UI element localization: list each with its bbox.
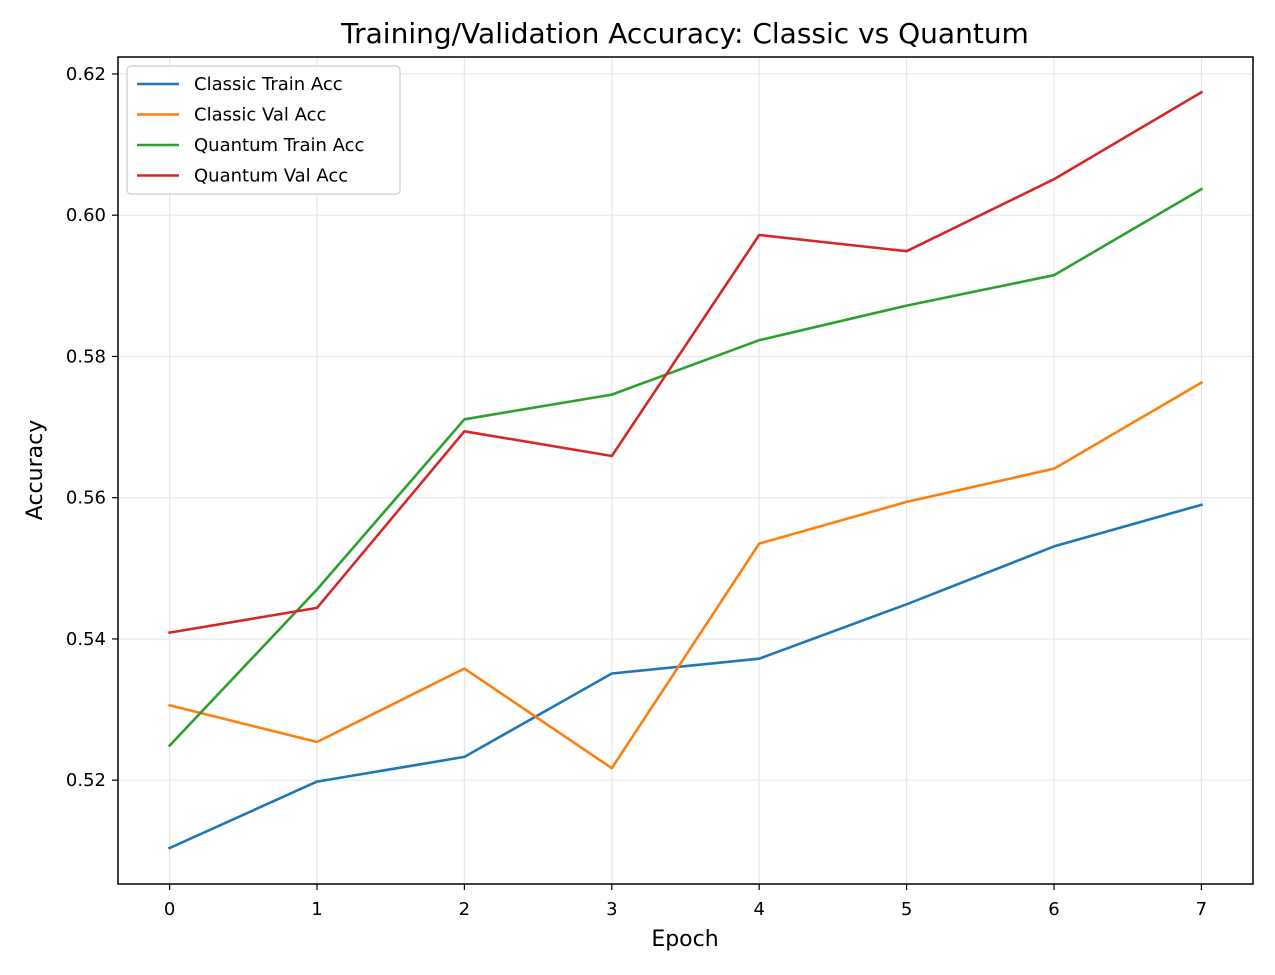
y-tick-label: 0.62 bbox=[66, 64, 106, 85]
x-tick-label: 1 bbox=[311, 899, 322, 920]
x-axis-ticks: 0 1 2 3 4 5 6 7 bbox=[164, 884, 1207, 920]
y-tick-label: 0.56 bbox=[66, 488, 106, 509]
y-tick-label: 0.52 bbox=[66, 770, 106, 791]
series-line-3 bbox=[168, 90, 1204, 635]
legend: Classic Train Acc Classic Val Acc Quantum … bbox=[126, 65, 401, 195]
plot-frame bbox=[117, 56, 1254, 885]
legend-entry: Quantum Train Acc bbox=[194, 135, 364, 156]
x-tick-label: 7 bbox=[1196, 899, 1207, 920]
legend-entry: Classic Val Acc bbox=[194, 105, 326, 126]
series-lines bbox=[167, 90, 1204, 850]
x-tick-label: 5 bbox=[901, 899, 912, 920]
y-tick-label: 0.58 bbox=[66, 346, 106, 367]
legend-box bbox=[126, 65, 401, 195]
y-axis-label: Accuracy bbox=[23, 420, 48, 520]
y-tick-label: 0.54 bbox=[66, 629, 106, 650]
y-tick-label: 0.60 bbox=[66, 205, 106, 226]
x-tick-label: 0 bbox=[164, 899, 175, 920]
legend-entry: Quantum Val Acc bbox=[194, 166, 348, 187]
x-axis-label: Epoch bbox=[651, 927, 718, 952]
series-line-1 bbox=[168, 380, 1204, 770]
x-tick-label: 2 bbox=[459, 899, 470, 920]
y-axis-ticks: 0.52 0.54 0.56 0.58 0.60 0.62 bbox=[66, 64, 118, 791]
legend-entry: Classic Train Acc bbox=[194, 74, 343, 95]
grid bbox=[118, 57, 1253, 884]
series-line-2 bbox=[167, 187, 1204, 748]
x-tick-label: 4 bbox=[753, 899, 764, 920]
x-tick-label: 3 bbox=[606, 899, 617, 920]
series-line-0 bbox=[167, 503, 1204, 850]
x-tick-label: 6 bbox=[1048, 899, 1059, 920]
chart-title: Training/Validation Accuracy: Classic vs… bbox=[340, 17, 1029, 50]
